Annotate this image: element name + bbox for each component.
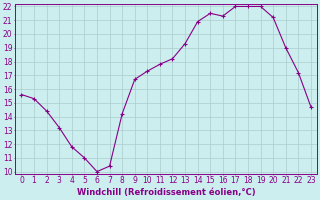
X-axis label: Windchill (Refroidissement éolien,°C): Windchill (Refroidissement éolien,°C) [77,188,255,197]
